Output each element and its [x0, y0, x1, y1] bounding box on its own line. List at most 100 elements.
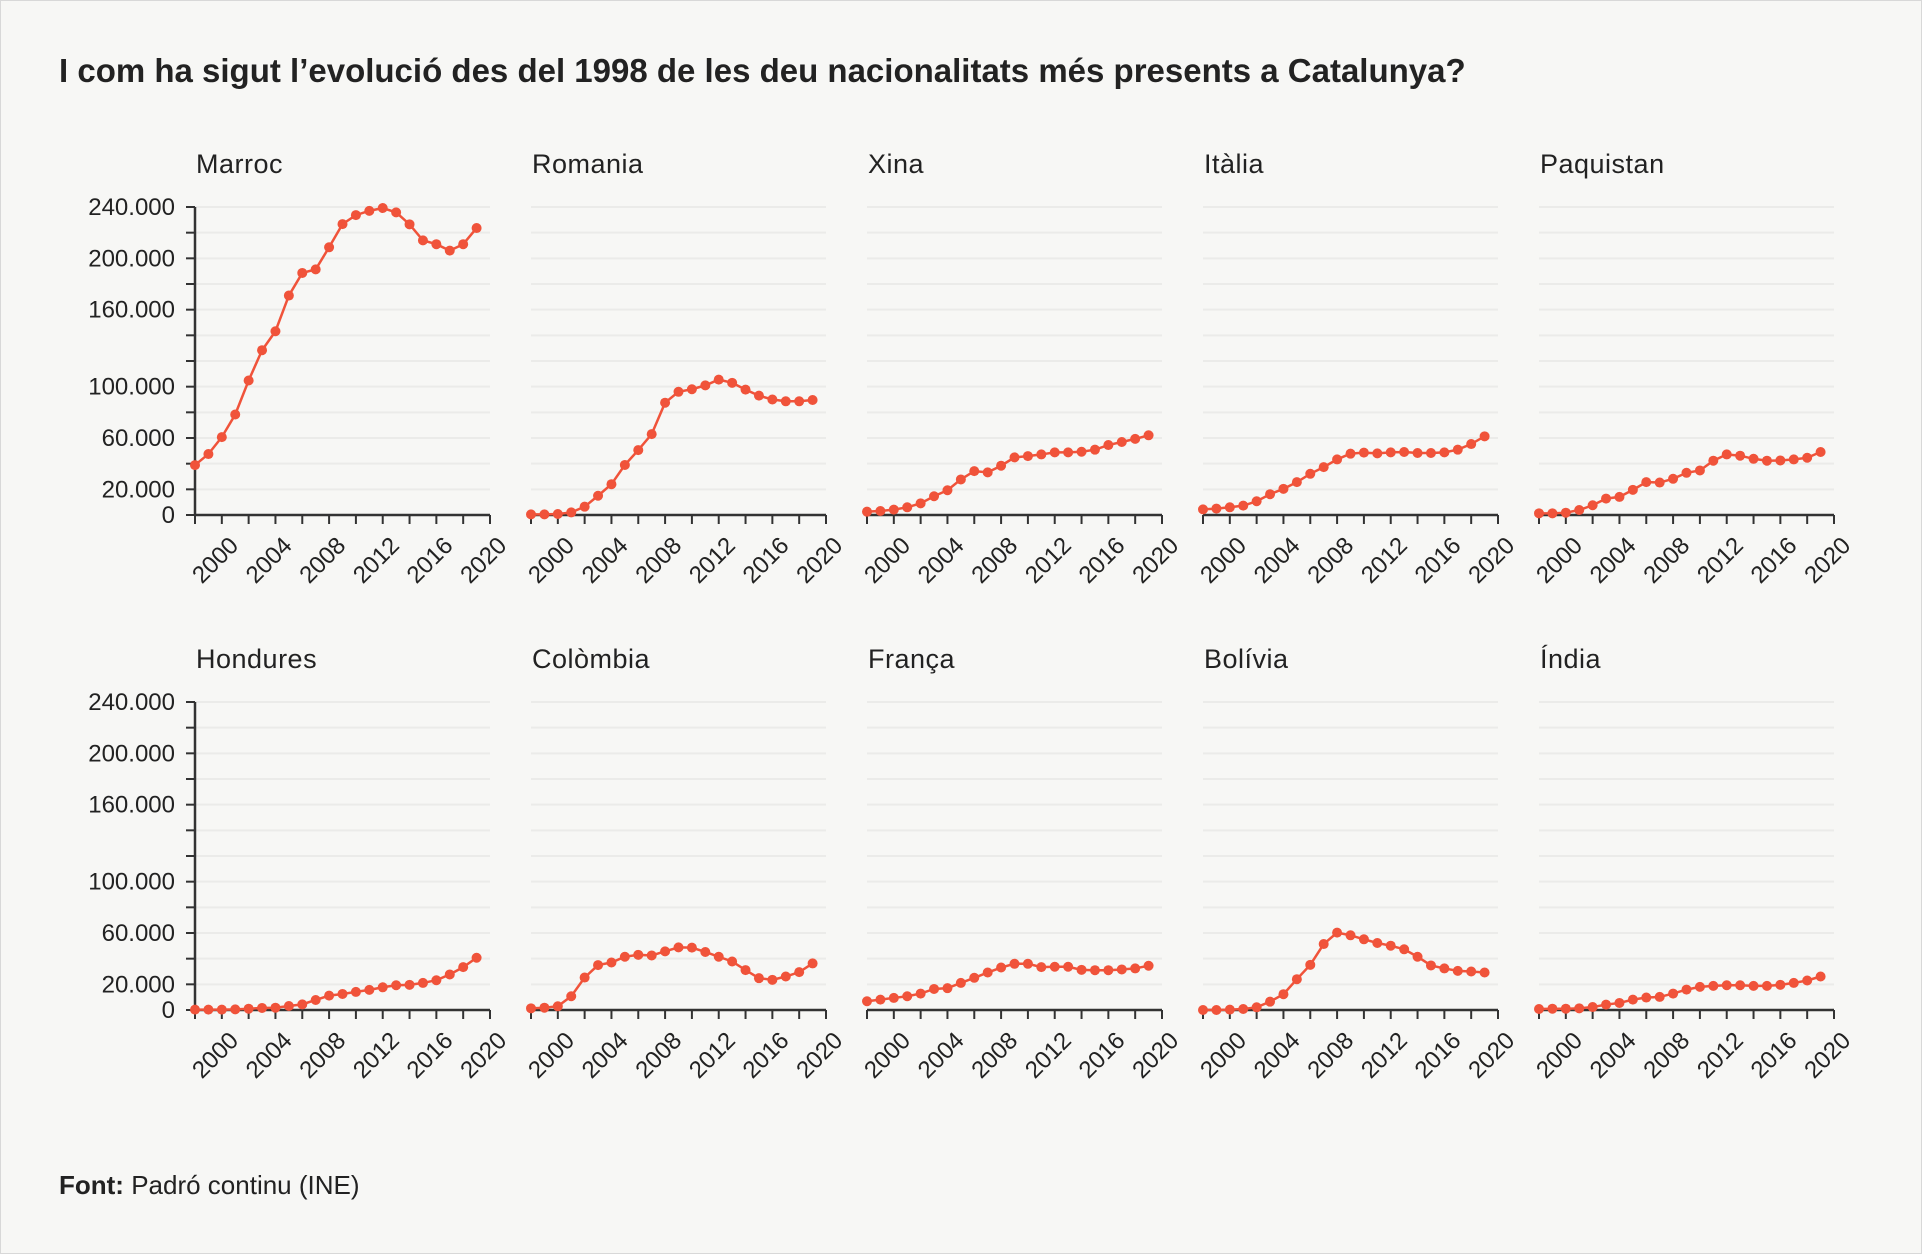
- data-point: [377, 982, 388, 993]
- data-point: [350, 986, 361, 997]
- x-tick-label: 2004: [913, 1027, 970, 1084]
- series-line: [195, 956, 478, 1011]
- data-point: [593, 960, 604, 971]
- panel-title: Hondures: [196, 644, 317, 674]
- data-point: [673, 942, 684, 953]
- data-point: [982, 967, 993, 978]
- data-point: [1291, 477, 1302, 488]
- series-line: [1202, 435, 1486, 511]
- x-tick-label: 2012: [348, 532, 405, 589]
- x-tick-label: 2004: [913, 532, 970, 589]
- data-point: [1735, 980, 1746, 991]
- data-point: [257, 345, 268, 356]
- y-tick-label: 240.000: [88, 689, 175, 716]
- data-point: [1143, 430, 1154, 441]
- data-point: [324, 990, 335, 1001]
- data-point: [1761, 455, 1772, 466]
- source-note: Font: Padró continu (INE): [59, 1170, 360, 1201]
- data-point: [633, 445, 644, 456]
- data-point: [1116, 964, 1127, 975]
- data-point: [1788, 454, 1799, 465]
- data-point: [310, 994, 321, 1005]
- data-point: [794, 396, 805, 407]
- x-tick-label: 2016: [1410, 532, 1467, 589]
- panel-title: Paquistan: [1540, 149, 1665, 179]
- data-point: [1318, 462, 1329, 473]
- data-point: [593, 490, 604, 501]
- x-tick-label: 2004: [241, 532, 298, 589]
- data-point: [391, 980, 402, 991]
- x-tick-label: 2004: [577, 532, 634, 589]
- x-tick-label: 2020: [791, 532, 848, 589]
- data-point: [1358, 447, 1369, 458]
- data-point: [700, 380, 711, 391]
- x-tick-label: 2008: [294, 1027, 351, 1084]
- panel-title: Bolívia: [1204, 644, 1289, 674]
- panel-marroc: Marroc 020.000 60.000 100.000 160.000 200.000…: [88, 149, 512, 589]
- data-point: [875, 994, 886, 1005]
- panel-hondures: Hondures 020.000 60.000 100.000 160.000 200.0…: [88, 644, 512, 1084]
- data-point: [230, 1004, 241, 1015]
- data-point: [1116, 436, 1127, 447]
- data-point: [444, 245, 455, 256]
- data-point: [1654, 991, 1665, 1002]
- y-tick-label: 0: [162, 502, 175, 529]
- data-point: [767, 974, 778, 985]
- data-point: [982, 467, 993, 478]
- data-point: [1748, 453, 1759, 464]
- data-point: [337, 988, 348, 999]
- data-point: [1681, 984, 1692, 995]
- y-tick-label: 60.000: [102, 920, 175, 947]
- data-point: [283, 290, 294, 301]
- data-point: [324, 242, 335, 253]
- data-point: [1452, 965, 1463, 976]
- data-point: [942, 983, 953, 994]
- data-point: [875, 506, 886, 517]
- data-point: [807, 395, 818, 406]
- data-point: [1694, 981, 1705, 992]
- data-point: [1278, 483, 1289, 494]
- data-point: [606, 479, 617, 490]
- data-point: [1802, 452, 1813, 463]
- data-point: [270, 1002, 281, 1013]
- x-tick-label: 2008: [630, 1027, 687, 1084]
- data-point: [1641, 992, 1652, 1003]
- x-tick-label: 2008: [630, 532, 687, 589]
- data-point: [1143, 960, 1154, 971]
- data-point: [458, 239, 469, 250]
- data-point: [216, 432, 227, 443]
- series-line: [530, 946, 814, 1010]
- data-point: [1775, 979, 1786, 990]
- data-point: [283, 1001, 294, 1012]
- data-point: [1708, 455, 1719, 466]
- data-point: [1211, 1005, 1222, 1015]
- data-point: [1721, 980, 1732, 991]
- x-tick-label: 2000: [859, 1027, 916, 1084]
- data-point: [216, 1004, 227, 1015]
- data-point: [1587, 1002, 1598, 1013]
- data-point: [417, 235, 428, 246]
- data-point: [633, 949, 644, 960]
- data-point: [1708, 980, 1719, 991]
- data-point: [1130, 963, 1141, 974]
- data-point: [740, 384, 751, 395]
- data-point: [1022, 451, 1033, 462]
- x-tick-label: 2012: [1356, 532, 1413, 589]
- data-point: [969, 466, 980, 477]
- data-point: [713, 374, 724, 385]
- data-point: [1668, 473, 1679, 484]
- data-point: [1399, 446, 1410, 457]
- panel-title: Xina: [868, 149, 925, 179]
- data-point: [1332, 927, 1343, 938]
- data-point: [1238, 1003, 1249, 1014]
- series-line: [1203, 931, 1485, 1012]
- x-tick-label: 2008: [966, 1027, 1023, 1084]
- data-point: [888, 992, 899, 1003]
- x-tick-label: 2008: [1638, 1027, 1695, 1084]
- data-point: [1479, 967, 1490, 978]
